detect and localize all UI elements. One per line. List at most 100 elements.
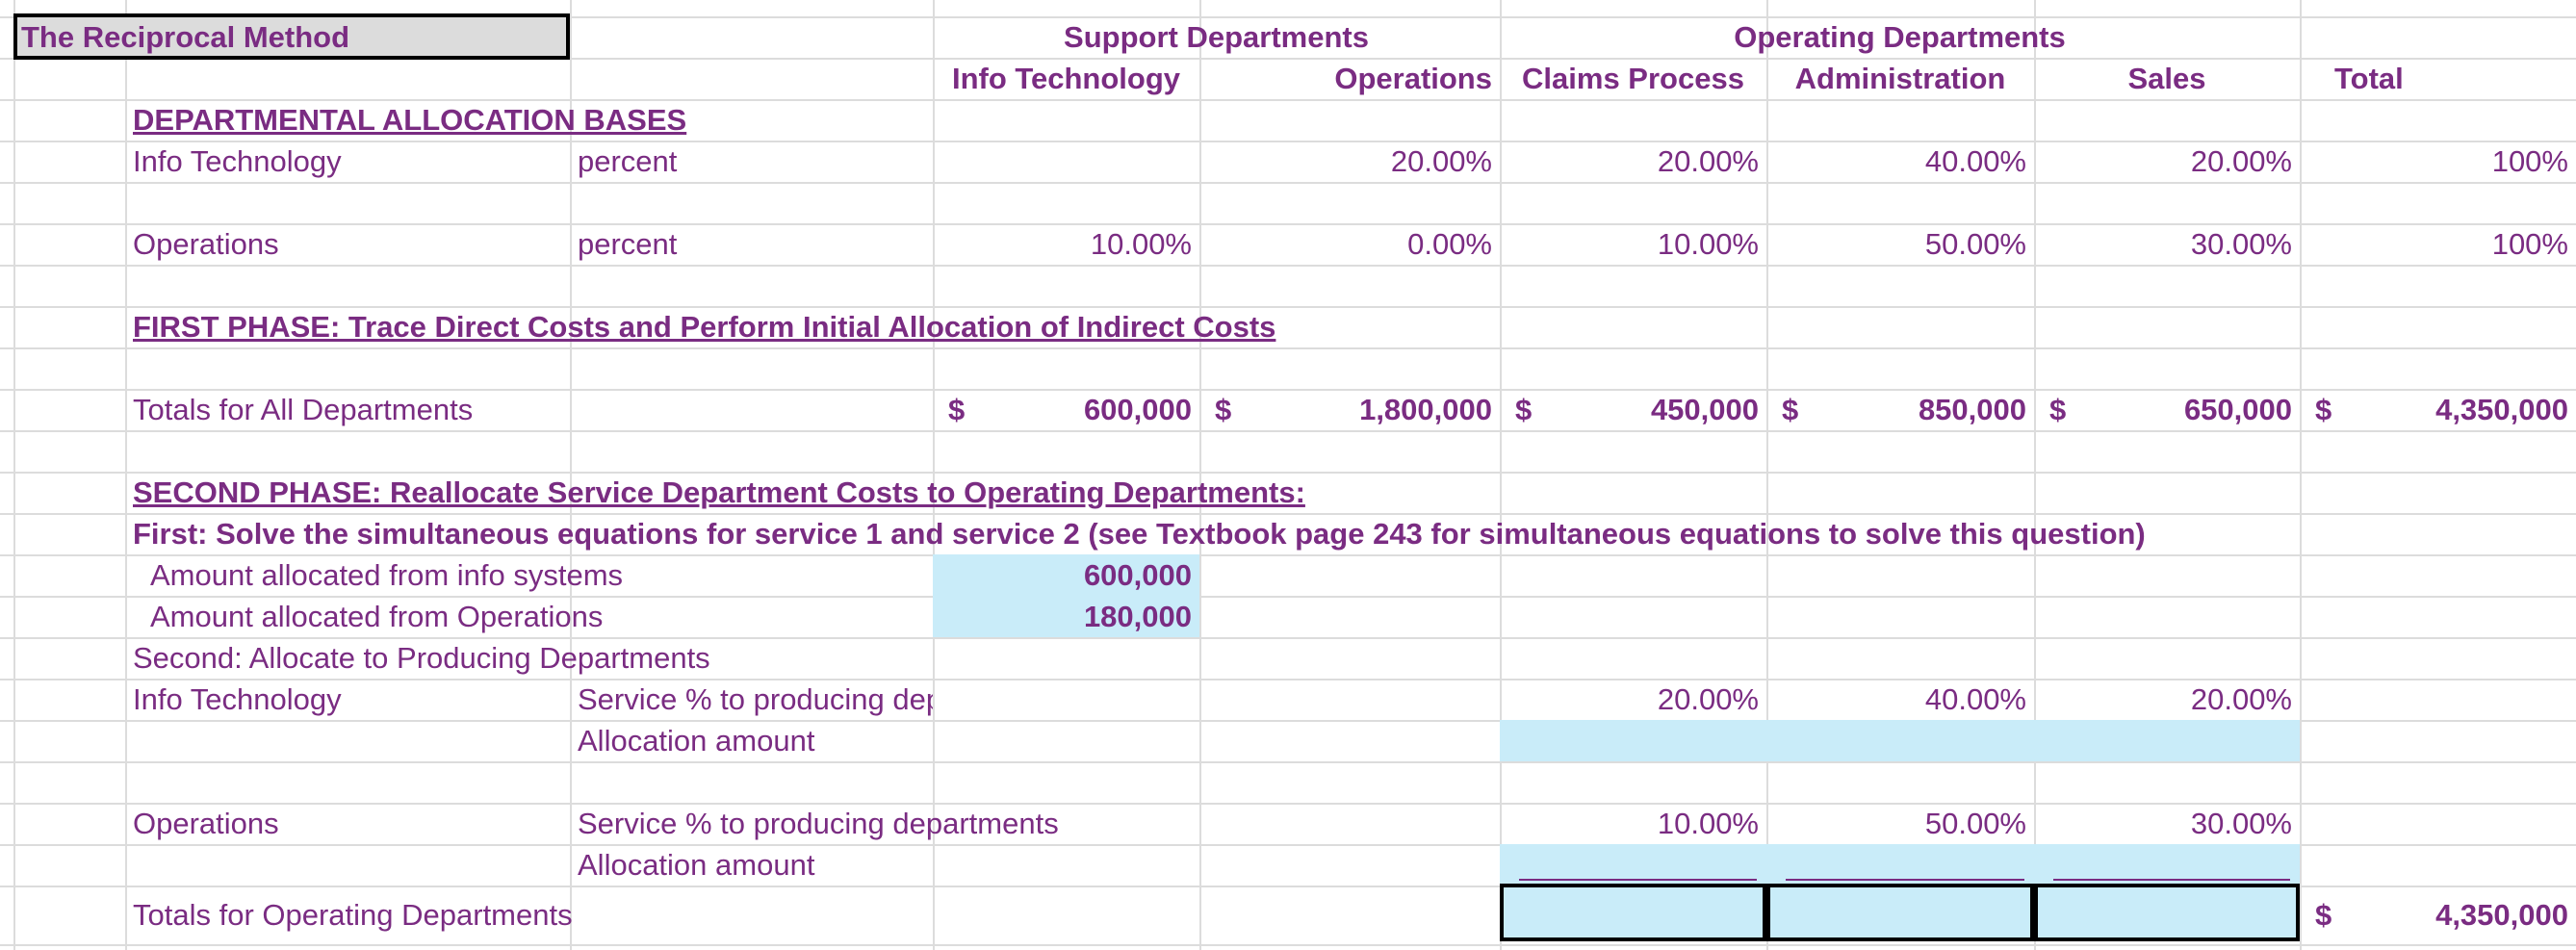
unit-label: percent: [578, 227, 678, 261]
grid-line: [0, 596, 2576, 598]
total-cell: [2034, 884, 2300, 941]
grid-line: [2034, 0, 2036, 950]
unit-label: percent: [578, 144, 678, 178]
row-label: Allocation amount: [578, 848, 815, 882]
row-label: Info Technology: [133, 144, 342, 178]
grid-line: [0, 513, 2576, 515]
percent-cell: 50.00%: [1924, 227, 2026, 261]
row-label: Amount allocated from Operations: [150, 600, 604, 633]
grid-line: [0, 554, 2576, 556]
percent-cell: 20.00%: [1657, 144, 1759, 178]
input-range: [1500, 844, 2300, 886]
group-header: Operating Departments: [1734, 20, 2066, 54]
underline: [1519, 879, 1757, 881]
grid-line: [0, 430, 2576, 432]
input-range: [1500, 720, 2300, 761]
row-label: Amount allocated from info systems: [150, 558, 624, 592]
grid-line: [0, 265, 2576, 267]
amount-cell: 4,350,000: [2435, 393, 2568, 426]
grid-line: [0, 58, 2576, 60]
underline: [2053, 879, 2290, 881]
amount-cell: 600,000: [1083, 393, 1192, 426]
input-value: 600,000: [1083, 558, 1192, 592]
instruction: First: Solve the simultaneous equations …: [133, 517, 2146, 551]
row-label: Info Technology: [133, 682, 342, 716]
percent-cell: 20.00%: [2190, 682, 2292, 716]
group-header: Support Departments: [1064, 20, 1369, 54]
title: The Reciprocal Method: [21, 20, 350, 54]
percent-cell: 30.00%: [2190, 807, 2292, 840]
grid-line: [0, 803, 2576, 805]
percent-cell: 20.00%: [2190, 144, 2292, 178]
amount-cell: 4,350,000: [2435, 898, 2568, 932]
grid-line: [1500, 0, 1502, 950]
column-header: Operations: [1334, 62, 1492, 95]
percent-cell: 100%: [2491, 144, 2568, 178]
row-label: Allocation amount: [578, 724, 815, 757]
grid-line: [0, 761, 2576, 763]
instruction: Second: Allocate to Producing Department…: [133, 641, 710, 675]
input-cell: [933, 596, 1199, 637]
grid-line: [125, 0, 127, 950]
percent-cell: 40.00%: [1924, 144, 2026, 178]
amount-cell: 1,800,000: [1359, 393, 1492, 426]
grid-line: [0, 141, 2576, 142]
percent-cell: 40.00%: [1924, 682, 2026, 716]
grid-line: [0, 16, 2576, 18]
grid-line: [0, 944, 2576, 946]
grid-line: [0, 472, 2576, 474]
grid-line: [570, 0, 572, 950]
total-cell: [1766, 884, 2034, 941]
currency-symbol: $: [1215, 393, 1232, 426]
grid-line: [1199, 0, 1201, 950]
input-value: 180,000: [1083, 600, 1192, 633]
currency-symbol: $: [2049, 393, 2067, 426]
grid-line: [1766, 0, 1768, 950]
grid-line: [0, 99, 2576, 101]
title-cell: [13, 13, 570, 60]
currency-symbol: $: [1782, 393, 1799, 426]
currency-symbol: $: [2315, 393, 2332, 426]
column-header: Sales: [2127, 62, 2206, 95]
percent-cell: 10.00%: [1090, 227, 1192, 261]
grid-line: [0, 679, 2576, 680]
grid-line: [13, 0, 15, 950]
service-label: Service % to producing departments: [578, 682, 933, 716]
percent-cell: 10.00%: [1657, 807, 1759, 840]
grid-line: [0, 720, 2576, 722]
underline: [1786, 879, 2024, 881]
section-heading: DEPARTMENTAL ALLOCATION BASES: [133, 103, 687, 137]
amount-cell: 850,000: [1918, 393, 2026, 426]
grid-line: [0, 223, 2576, 225]
total-cell: [1500, 884, 1766, 941]
grid-line: [0, 389, 2576, 391]
row-label: Totals for Operating Departments: [133, 898, 573, 932]
percent-cell: 50.00%: [1924, 807, 2026, 840]
service-label: Service % to producing departments: [578, 807, 1059, 840]
column-header: Claims Process: [1522, 62, 1744, 95]
row-label: Operations: [133, 227, 279, 261]
section-heading: FIRST PHASE: Trace Direct Costs and Perf…: [133, 310, 1276, 344]
grid-line: [2300, 0, 2302, 950]
percent-cell: 0.00%: [1407, 227, 1492, 261]
currency-symbol: $: [1515, 393, 1533, 426]
grid-line: [0, 182, 2576, 184]
percent-cell: 20.00%: [1657, 682, 1759, 716]
currency-symbol: $: [948, 393, 966, 426]
percent-cell: 100%: [2491, 227, 2568, 261]
percent-cell: 10.00%: [1657, 227, 1759, 261]
grid-line: [0, 886, 2576, 887]
grid-line: [0, 347, 2576, 349]
input-cell: [933, 554, 1199, 596]
percent-cell: 30.00%: [2190, 227, 2292, 261]
grid-line: [933, 0, 935, 950]
grid-line: [0, 306, 2576, 308]
grid-line: [0, 637, 2576, 639]
column-header: Info Technology: [951, 62, 1181, 95]
percent-cell: 20.00%: [1390, 144, 1492, 178]
section-heading: SECOND PHASE: Reallocate Service Departm…: [133, 475, 1305, 509]
row-label: Operations: [133, 807, 279, 840]
currency-symbol: $: [2315, 898, 2332, 932]
column-header: Total: [2334, 62, 2404, 95]
amount-cell: 450,000: [1650, 393, 1759, 426]
